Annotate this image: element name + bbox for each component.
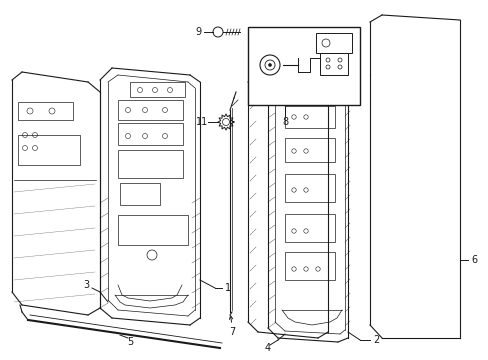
Bar — [285, 138, 334, 162]
Bar — [120, 183, 160, 205]
Bar — [118, 150, 183, 178]
Bar — [18, 102, 73, 120]
Bar — [319, 53, 347, 75]
Text: 5: 5 — [126, 337, 133, 347]
Bar — [247, 27, 359, 105]
Bar — [285, 214, 334, 242]
Text: 8: 8 — [282, 117, 287, 127]
Text: 11: 11 — [196, 117, 208, 127]
Bar — [289, 88, 329, 104]
Text: 3: 3 — [83, 280, 89, 290]
Bar — [18, 135, 80, 165]
Circle shape — [268, 63, 271, 67]
Text: 7: 7 — [228, 327, 235, 337]
Text: 9: 9 — [195, 27, 201, 37]
Bar — [315, 33, 351, 53]
Text: 1: 1 — [224, 283, 231, 293]
Text: 4: 4 — [264, 343, 270, 353]
Text: 10: 10 — [257, 35, 269, 45]
Bar — [118, 123, 183, 145]
Text: 6: 6 — [470, 255, 476, 265]
Text: 2: 2 — [372, 335, 378, 345]
Bar — [285, 252, 334, 280]
Bar — [130, 82, 184, 97]
Bar — [118, 100, 183, 120]
Bar — [285, 106, 334, 128]
Bar — [285, 174, 334, 202]
Bar — [118, 215, 187, 245]
